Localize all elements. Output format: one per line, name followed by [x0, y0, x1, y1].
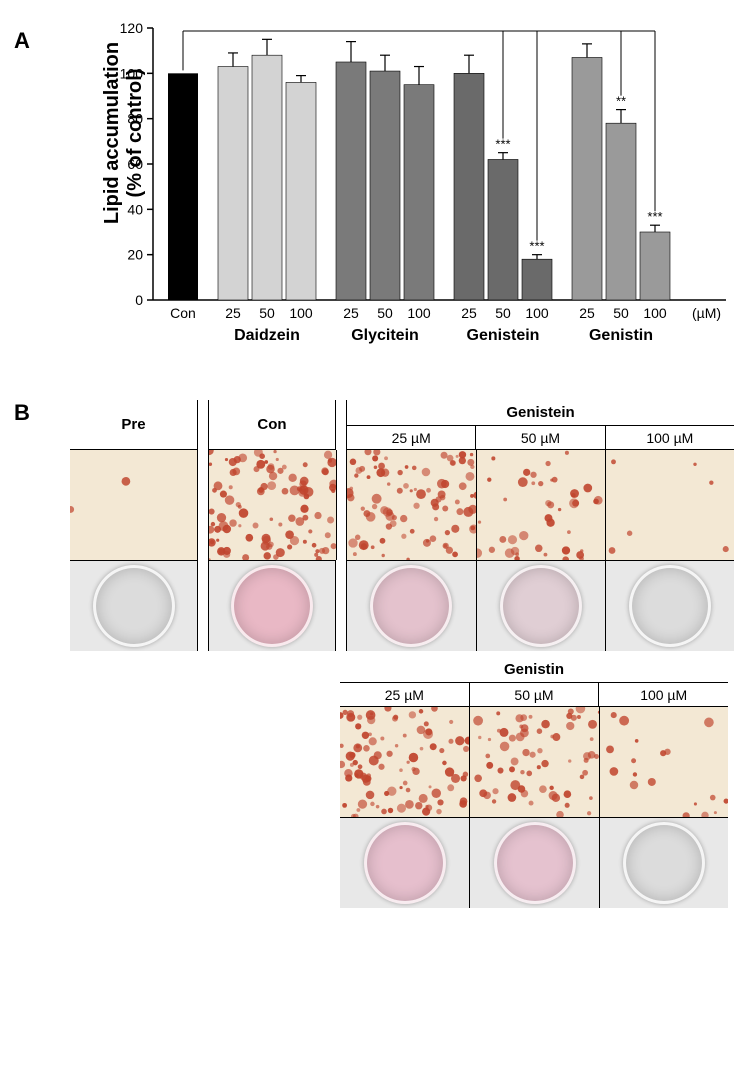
panel-label-b: B [14, 400, 30, 426]
image-row-1: PreConGenistein25 µM50 µM100 µM [70, 400, 730, 651]
dish-image [209, 561, 335, 651]
svg-text:50: 50 [377, 305, 393, 321]
svg-text:***: *** [495, 137, 510, 152]
microscopy-image [470, 707, 600, 817]
svg-text:80: 80 [127, 111, 143, 127]
dish-image [340, 818, 470, 908]
svg-text:50: 50 [495, 305, 511, 321]
image-row-2: Genistin25 µM50 µM100 µM [340, 657, 728, 908]
col-con: Con [208, 400, 336, 651]
dish-image [606, 561, 734, 651]
svg-text:Genistein: Genistein [467, 327, 540, 344]
col-header-genistin: Genistin [340, 657, 728, 683]
panel-b-container: PreConGenistein25 µM50 µM100 µM Genistin… [70, 400, 730, 914]
dose-label: 25 µM [347, 426, 476, 450]
dose-label: 100 µM [606, 426, 734, 450]
microscopy-image [606, 450, 734, 560]
svg-text:50: 50 [613, 305, 629, 321]
svg-text:100: 100 [407, 305, 431, 321]
bar-chart-svg: 0 20 40 60 80 100 120 Con 25 50 100 Daidzein 25 50 100… [48, 20, 728, 370]
dose-label: 50 µM [470, 683, 600, 707]
svg-text:100: 100 [643, 305, 667, 321]
svg-text:25: 25 [461, 305, 477, 321]
col-genistein: Genistein25 µM50 µM100 µM [346, 400, 734, 651]
svg-text:***: *** [529, 239, 544, 254]
svg-text:20: 20 [127, 247, 143, 263]
svg-text:25: 25 [225, 305, 241, 321]
svg-text:**: ** [616, 94, 626, 109]
svg-text:(µM): (µM) [692, 305, 721, 321]
svg-text:100: 100 [525, 305, 549, 321]
microscopy-image [209, 450, 337, 560]
microscopy-image [347, 450, 477, 560]
dish-image [600, 818, 728, 908]
microscopy-image [477, 450, 607, 560]
svg-text:Glycitein: Glycitein [351, 327, 419, 344]
dose-label: 100 µM [599, 683, 728, 707]
svg-text:Daidzein: Daidzein [234, 327, 300, 344]
svg-text:100: 100 [120, 65, 144, 81]
svg-text:Con: Con [170, 305, 196, 321]
col-header-con: Con [209, 400, 335, 450]
microscopy-image [70, 450, 198, 560]
microscopy-image [600, 707, 728, 817]
svg-text:25: 25 [579, 305, 595, 321]
col-pre: Pre [70, 400, 198, 651]
microscopy-image [340, 707, 470, 817]
svg-text:***: *** [647, 209, 662, 224]
svg-text:50: 50 [259, 305, 275, 321]
svg-text:Genistin: Genistin [589, 327, 653, 344]
col-header-genistein: Genistein [347, 400, 734, 426]
svg-text:60: 60 [127, 156, 143, 172]
svg-text:40: 40 [127, 201, 143, 217]
svg-text:100: 100 [289, 305, 313, 321]
dose-subheader: 25 µM50 µM100 µM [340, 683, 728, 707]
panel-label-a: A [14, 28, 30, 54]
dose-subheader: 25 µM50 µM100 µM [347, 426, 734, 450]
col-genistin: Genistin25 µM50 µM100 µM [340, 657, 728, 908]
svg-text:0: 0 [135, 292, 143, 308]
dish-image [477, 561, 607, 651]
dish-image [470, 818, 600, 908]
dose-label: 50 µM [476, 426, 605, 450]
dose-label: 25 µM [340, 683, 470, 707]
dish-image [347, 561, 477, 651]
bar-chart-container: Lipid accumulation (% of control) 020406… [48, 20, 728, 370]
col-header-pre: Pre [70, 400, 197, 450]
dish-image [70, 561, 197, 651]
svg-text:120: 120 [120, 20, 144, 36]
svg-text:25: 25 [343, 305, 359, 321]
